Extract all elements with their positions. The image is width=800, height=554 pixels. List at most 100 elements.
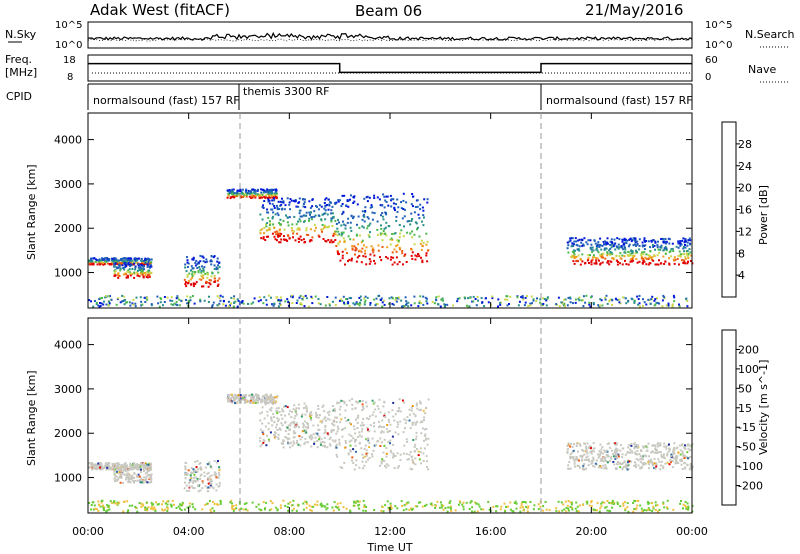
range-cell: [303, 305, 306, 308]
range-cell: [411, 468, 414, 471]
range-cell: [148, 473, 151, 476]
range-cell: [297, 227, 300, 229]
range-cell: [616, 259, 619, 262]
range-cell: [596, 243, 599, 246]
range-cell: [213, 277, 216, 280]
range-cell: [600, 502, 603, 505]
range-cell: [230, 401, 233, 404]
range-cell: [239, 394, 242, 397]
range-cell: [612, 453, 615, 455]
range-cell: [378, 420, 380, 423]
range-cell: [327, 433, 330, 436]
range-cell: [568, 461, 571, 463]
range-cell: [380, 426, 383, 428]
range-cell: [123, 262, 126, 265]
range-cell: [565, 506, 568, 509]
range-cell: [326, 296, 329, 298]
range-cell: [175, 300, 178, 303]
range-cell: [350, 229, 353, 232]
range-cell: [267, 189, 270, 192]
range-cell: [587, 257, 590, 260]
range-cell: [233, 301, 236, 304]
range-cell: [324, 212, 327, 215]
range-cell: [186, 295, 189, 298]
range-cell: [360, 299, 363, 302]
range-cell: [687, 508, 690, 511]
range-cell: [368, 430, 371, 433]
range-cell: [681, 468, 684, 470]
range-cell: [294, 200, 297, 203]
range-cell: [424, 412, 427, 415]
range-cell: [269, 192, 272, 195]
range-cell: [145, 479, 147, 482]
range-cell: [685, 240, 687, 243]
range-cell: [588, 504, 591, 507]
range-cell: [310, 295, 313, 298]
range-cell: [186, 282, 189, 285]
range-cell: [218, 277, 221, 280]
range-cell: [134, 302, 137, 305]
range-cell: [323, 505, 326, 508]
range-cell: [108, 263, 111, 265]
range-cell: [326, 446, 329, 449]
range-cell: [665, 304, 668, 307]
range-cell: [281, 424, 284, 427]
range-cell: [297, 426, 300, 429]
range-cell: [375, 443, 377, 446]
range-cell: [123, 463, 126, 466]
range-cell: [601, 254, 604, 257]
range-cell: [682, 253, 685, 256]
range-cell: [198, 266, 201, 268]
range-cell: [265, 444, 268, 447]
range-cell: [381, 212, 384, 214]
range-cell: [634, 461, 636, 464]
range-cell: [304, 441, 307, 444]
range-cell: [682, 259, 685, 262]
range-cell: [410, 248, 413, 251]
range-cell: [170, 303, 173, 306]
range-cell: [133, 476, 136, 479]
range-cell: [194, 261, 197, 264]
range-cell: [674, 462, 677, 465]
range-cell: [173, 503, 175, 506]
range-cell: [145, 467, 148, 469]
range-cell: [269, 222, 272, 225]
range-cell: [652, 507, 655, 510]
range-cell: [138, 275, 141, 278]
range-cell: [197, 468, 200, 471]
range-cell: [258, 508, 261, 511]
range-cell: [605, 460, 607, 462]
range-cell: [365, 460, 368, 463]
range-cell: [276, 417, 279, 420]
range-cell: [604, 450, 607, 453]
range-cell: [353, 195, 356, 198]
range-cell: [360, 430, 363, 433]
range-cell: [665, 445, 667, 448]
range-cell: [387, 418, 390, 421]
range-cell: [139, 468, 142, 471]
range-cell: [354, 440, 356, 443]
range-cell: [390, 451, 393, 454]
range-cell: [421, 261, 424, 264]
range-cell: [506, 304, 509, 307]
range-cell: [622, 296, 625, 299]
range-cell: [309, 509, 312, 511]
range-cell: [267, 192, 270, 195]
range-cell: [335, 416, 338, 419]
range-cell: [218, 482, 221, 485]
range-cell: [102, 506, 105, 509]
range-cell: [338, 221, 340, 224]
range-cell: [297, 240, 300, 243]
range-cell: [297, 443, 300, 446]
range-cell: [495, 505, 498, 508]
range-cell: [425, 254, 428, 257]
range-cell: [676, 455, 679, 458]
range-cell: [117, 276, 120, 279]
range-cell: [211, 304, 214, 307]
range-cell: [621, 238, 624, 241]
range-cell: [581, 253, 584, 256]
range-cell: [350, 435, 353, 437]
range-cell: [150, 265, 153, 268]
range-cell: [567, 467, 570, 470]
